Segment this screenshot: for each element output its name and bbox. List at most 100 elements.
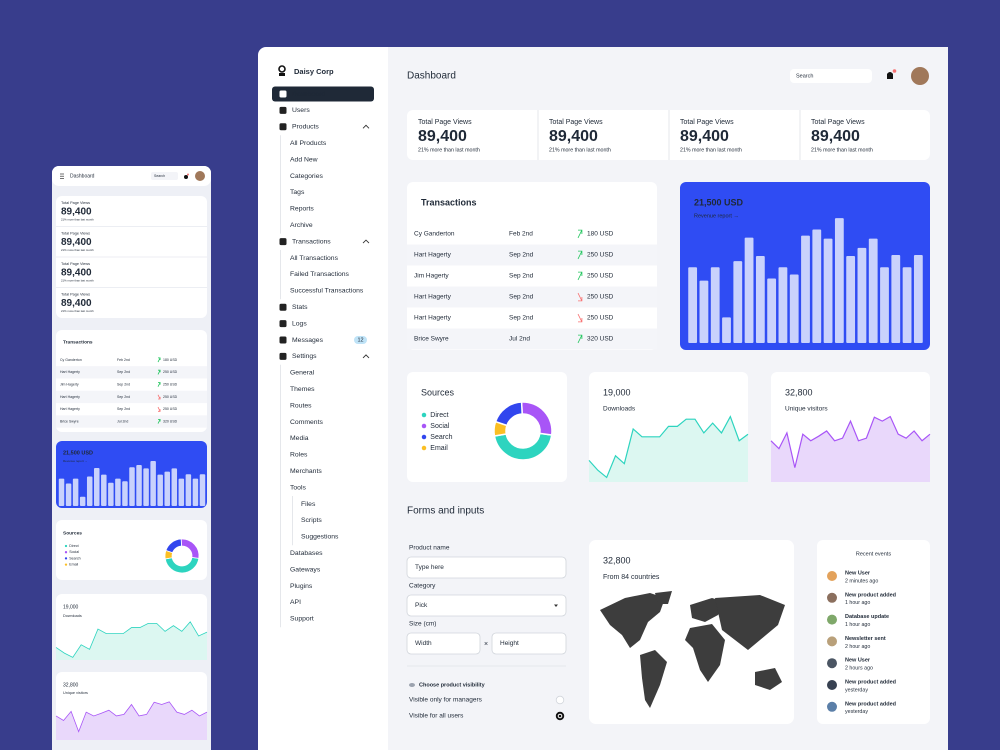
nav-item[interactable]: Archive <box>290 222 313 229</box>
tx-date: Sep 2nd <box>509 273 534 280</box>
event-avatar <box>827 571 837 581</box>
nav-item[interactable]: Scripts <box>301 517 322 524</box>
chart-title: 21,500 USD <box>63 450 93 456</box>
radio-label[interactable]: Visible only for managers <box>409 697 483 704</box>
nav-item[interactable]: Suggestions <box>301 534 339 541</box>
search-input[interactable] <box>790 69 872 83</box>
tx-date: Sep 2nd <box>117 370 130 374</box>
nav-item[interactable]: Databases <box>290 550 323 557</box>
number-input[interactable] <box>491 632 567 655</box>
continent <box>715 595 785 650</box>
nav-item[interactable]: Tools <box>290 484 306 491</box>
text-input-text[interactable]: Type here <box>415 564 444 571</box>
trend-arrow <box>577 334 583 344</box>
nav-item[interactable]: Stats <box>292 304 308 311</box>
nav-icon <box>279 90 287 98</box>
logo <box>278 65 286 73</box>
notification-dot <box>892 69 897 73</box>
map-caption: From 84 countries <box>603 574 660 581</box>
trend-arrow <box>577 250 583 260</box>
nav-item[interactable]: Add New <box>290 156 318 163</box>
number-input-text[interactable]: Width <box>415 640 432 647</box>
bar <box>913 255 923 343</box>
tx-name: Jim Hagerty <box>414 273 449 280</box>
nav-item[interactable]: Transactions <box>292 238 331 245</box>
nav-item[interactable]: Roles <box>290 452 308 459</box>
nav-item[interactable]: Comments <box>290 419 323 426</box>
nav-item[interactable]: Tags <box>290 189 305 196</box>
nav-item[interactable]: Successful Transactions <box>290 288 364 295</box>
event-avatar <box>827 636 837 647</box>
nav-item[interactable]: Categories <box>290 173 323 180</box>
line <box>55 621 208 658</box>
select-caret <box>554 604 558 607</box>
tx-amount: 250 USD <box>163 407 178 411</box>
trend-arrow <box>157 406 161 412</box>
stat-note: 21% more than last month <box>811 147 873 153</box>
chart-subtitle[interactable]: Revenue report → <box>63 459 88 463</box>
legend-dot <box>64 544 68 548</box>
number-input[interactable] <box>406 632 481 655</box>
legend-dot <box>421 445 427 451</box>
nav-item[interactable]: General <box>290 370 315 377</box>
continent <box>690 598 725 622</box>
continent <box>755 668 782 690</box>
bar <box>164 471 170 506</box>
tx-name: Brice Swyre <box>414 336 449 343</box>
search-input[interactable] <box>151 172 178 180</box>
nav-item[interactable]: Files <box>301 501 316 508</box>
bar <box>688 267 698 343</box>
avatar[interactable] <box>911 67 929 85</box>
event-time: yesterday <box>845 709 868 715</box>
bell[interactable] <box>887 72 893 79</box>
nav-item[interactable]: Products <box>292 124 319 131</box>
bell <box>184 175 188 179</box>
radio[interactable] <box>555 695 565 705</box>
nav-item[interactable]: Messages <box>292 337 324 344</box>
search-placeholder[interactable]: Search <box>796 73 813 79</box>
tx-date: Feb 2nd <box>117 358 130 362</box>
nav-item[interactable]: Reports <box>290 206 314 213</box>
radio-label[interactable]: Visible for all users <box>409 713 464 720</box>
row-stripe <box>407 328 657 350</box>
stat-note: 21% more than last month <box>61 279 94 283</box>
bar <box>891 255 901 343</box>
tx-amount: 180 USD <box>587 231 614 238</box>
nav-item[interactable]: Media <box>290 435 309 442</box>
select-text[interactable]: Pick <box>415 602 428 609</box>
brand: Daisy Corp <box>294 67 334 76</box>
nav-item[interactable]: Users <box>292 107 310 114</box>
event-avatar <box>827 614 837 625</box>
search-placeholder[interactable]: Search <box>154 174 165 178</box>
select[interactable] <box>406 594 567 617</box>
stat-value: 89,400 <box>61 207 92 218</box>
page-title: Dashboard <box>70 173 95 179</box>
nav-item[interactable]: Gateways <box>290 566 321 573</box>
nav-item[interactable]: API <box>290 599 301 606</box>
nav-item[interactable]: All Transactions <box>290 255 339 262</box>
legend-label: Social <box>430 423 450 430</box>
nav-item[interactable]: Themes <box>290 386 315 393</box>
nav-item[interactable]: Merchants <box>290 468 322 475</box>
bar <box>699 280 709 343</box>
tx-amount: 180 USD <box>163 358 178 362</box>
nav-item[interactable]: Dashboard <box>292 91 325 98</box>
mobile-header <box>52 166 211 186</box>
nav-item[interactable]: Support <box>290 616 314 623</box>
stat-note: 21% more than last month <box>418 147 480 153</box>
nav-item[interactable]: All Products <box>290 140 327 147</box>
event-time: 1 hour ago <box>845 600 870 606</box>
nav-item[interactable]: Failed Transactions <box>290 271 350 278</box>
text-input[interactable] <box>406 556 567 579</box>
nav-item[interactable]: Settings <box>292 353 317 360</box>
chart-title: Sources <box>421 387 455 397</box>
number-input-text[interactable]: Height <box>500 640 519 647</box>
event-time: 1 hour ago <box>845 622 870 628</box>
chart-subtitle[interactable]: Revenue report → <box>694 213 739 219</box>
nav-item[interactable]: Logs <box>292 320 307 327</box>
nav-item[interactable]: Routes <box>290 402 312 409</box>
section-title: Forms and inputs <box>407 506 484 517</box>
nav-item[interactable]: Plugins <box>290 583 313 590</box>
separator: × <box>484 641 488 648</box>
